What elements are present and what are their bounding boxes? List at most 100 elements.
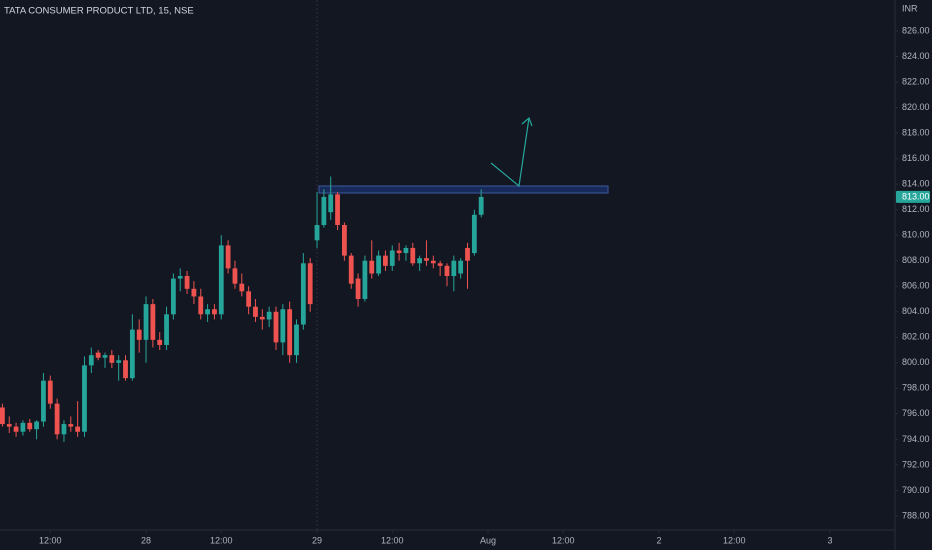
candle-body bbox=[13, 426, 19, 432]
candle-body bbox=[273, 311, 279, 343]
candle-body bbox=[164, 314, 169, 345]
y-tick-label: 818.00 bbox=[902, 127, 930, 137]
candle-body bbox=[328, 194, 334, 213]
candle-body bbox=[232, 268, 238, 284]
last-price-box bbox=[896, 190, 930, 203]
candle-body bbox=[383, 255, 388, 266]
candle-body bbox=[287, 309, 293, 356]
candle-body bbox=[430, 260, 436, 264]
x-tick-label: 3 bbox=[828, 535, 833, 545]
x-tick-label: 12:00 bbox=[552, 535, 575, 545]
candle-body bbox=[335, 194, 340, 225]
y-tick-label: 800.00 bbox=[902, 357, 930, 367]
y-tick-label: 796.00 bbox=[902, 408, 930, 418]
x-tick-label: 12:00 bbox=[723, 535, 746, 545]
x-tick-label: Aug bbox=[480, 535, 496, 545]
candle-body bbox=[177, 276, 183, 279]
candle-body bbox=[212, 309, 217, 315]
candle-body bbox=[95, 352, 101, 358]
candle-body bbox=[478, 196, 484, 215]
candle-body bbox=[471, 214, 477, 254]
currency-label: INR bbox=[902, 3, 918, 13]
candle-body bbox=[150, 304, 156, 340]
candle-body bbox=[143, 304, 149, 340]
resistance-box bbox=[318, 185, 609, 194]
candle-body bbox=[321, 196, 327, 225]
candle-body bbox=[253, 306, 258, 317]
candle-body bbox=[465, 247, 470, 261]
candle-body bbox=[396, 250, 402, 254]
candle-body bbox=[451, 260, 457, 277]
candle-body bbox=[348, 255, 354, 284]
candle-body bbox=[417, 258, 423, 264]
candle-body bbox=[75, 426, 81, 432]
candle-body bbox=[369, 260, 375, 274]
y-tick-label: 814.00 bbox=[902, 179, 930, 189]
x-tick-label: 29 bbox=[312, 535, 322, 545]
candle-body bbox=[355, 278, 361, 300]
candle-body bbox=[34, 421, 39, 430]
candle-body bbox=[410, 247, 416, 264]
y-tick-label: 792.00 bbox=[902, 459, 930, 469]
candle-body bbox=[259, 316, 265, 320]
y-tick-label: 804.00 bbox=[902, 306, 930, 316]
y-tick-label: 788.00 bbox=[902, 510, 930, 520]
candle-body bbox=[88, 355, 94, 366]
candle-body bbox=[54, 403, 60, 435]
candle-body bbox=[123, 360, 128, 379]
candle-body bbox=[6, 424, 12, 427]
candle-body bbox=[41, 380, 46, 422]
candle-body bbox=[266, 311, 272, 320]
candle-body bbox=[170, 278, 176, 315]
candle-body bbox=[314, 224, 320, 241]
x-tick-label: 2 bbox=[657, 535, 662, 545]
candle-body bbox=[198, 296, 204, 315]
y-tick-label: 802.00 bbox=[902, 332, 930, 342]
x-tick-label: 12:00 bbox=[210, 535, 233, 545]
candle-body bbox=[218, 245, 224, 315]
candle-body bbox=[191, 288, 197, 297]
y-tick-label: 808.00 bbox=[902, 255, 930, 265]
candle-body bbox=[61, 424, 67, 435]
candle-body bbox=[444, 265, 450, 277]
y-tick-label: 820.00 bbox=[902, 102, 930, 112]
candle-body bbox=[403, 247, 409, 254]
candle-body bbox=[280, 309, 286, 343]
candle-body bbox=[109, 355, 115, 363]
candle-body bbox=[0, 407, 5, 425]
y-tick-label: 822.00 bbox=[902, 76, 930, 86]
candle-body bbox=[362, 260, 368, 300]
candle-body bbox=[184, 276, 190, 289]
candle-body bbox=[68, 424, 74, 427]
chart-title: TATA CONSUMER PRODUCT LTD, 15, NSE bbox=[4, 6, 194, 17]
candle-body bbox=[157, 339, 163, 345]
candle-body bbox=[437, 263, 443, 266]
y-tick-label: 824.00 bbox=[902, 51, 930, 61]
candle-body bbox=[27, 422, 33, 430]
y-tick-label: 816.00 bbox=[902, 153, 930, 163]
x-tick-label: 12:00 bbox=[381, 535, 404, 545]
y-tick-label: 812.00 bbox=[902, 204, 930, 214]
candle-body bbox=[20, 422, 26, 432]
candle-body bbox=[300, 263, 306, 325]
candle-body bbox=[376, 255, 381, 274]
candle-body bbox=[82, 365, 87, 432]
candle-body bbox=[424, 258, 429, 261]
candle-body bbox=[225, 245, 231, 269]
candle-body bbox=[341, 224, 347, 256]
y-tick-label: 794.00 bbox=[902, 434, 930, 444]
y-tick-label: 826.00 bbox=[902, 25, 930, 35]
candle-body bbox=[102, 355, 108, 358]
y-tick-label: 798.00 bbox=[902, 383, 930, 393]
candle-body bbox=[458, 260, 464, 274]
arrow-head bbox=[521, 116, 533, 127]
y-tick-label: 810.00 bbox=[902, 230, 930, 240]
candle-body bbox=[239, 283, 245, 292]
candle-body bbox=[116, 360, 122, 363]
candle-body bbox=[47, 380, 53, 404]
x-tick-label: 28 bbox=[141, 535, 151, 545]
forecast-arrow bbox=[490, 117, 530, 188]
candle-body bbox=[294, 324, 299, 356]
